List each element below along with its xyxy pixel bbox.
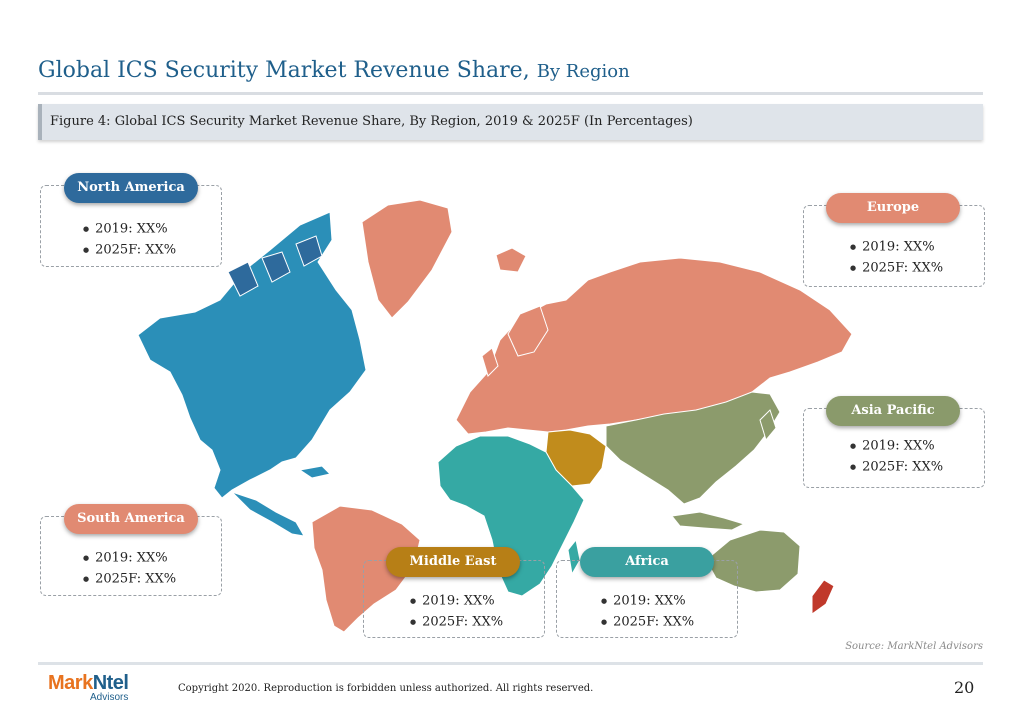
asia-pacific-2019: 2019: XX%: [850, 436, 943, 457]
south-america-2019: 2019: XX%: [83, 548, 176, 569]
footer-divider: [38, 662, 983, 665]
logo-sub: Advisors: [90, 692, 129, 703]
pill-europe: Europe: [826, 193, 960, 223]
south-america-2025: 2025F: XX%: [83, 569, 176, 590]
map-central-america: [231, 491, 305, 537]
card-north-america: 2019: XX% 2025F: XX%: [40, 185, 222, 267]
map-south-america: [311, 505, 421, 633]
map-indonesia: [671, 511, 746, 531]
map-africa: [437, 435, 585, 597]
map-asia-pacific: [605, 391, 781, 505]
pill-south-america: South America: [64, 504, 198, 534]
africa-2025: 2025F: XX%: [601, 612, 694, 633]
north-america-2025: 2025F: XX%: [83, 240, 176, 261]
pill-middle-east: Middle East: [386, 547, 520, 577]
map-caribbean: [298, 465, 331, 479]
middle-east-2019: 2019: XX%: [410, 591, 503, 612]
page-number: 20: [954, 678, 975, 697]
pill-africa: Africa: [580, 547, 714, 577]
asia-pacific-2025: 2025F: XX%: [850, 457, 943, 478]
map-australia: [705, 529, 801, 593]
map-japan: [759, 409, 777, 442]
figure-caption-bar: Figure 4: Global ICS Security Market Rev…: [38, 104, 983, 140]
map-new-zealand: [811, 579, 835, 615]
pill-asia-pacific: Asia Pacific: [826, 396, 960, 426]
europe-2025: 2025F: XX%: [850, 258, 943, 279]
map-uk: [481, 347, 499, 377]
map-north-america: [137, 211, 367, 499]
map-iceland: [495, 247, 527, 273]
europe-2019: 2019: XX%: [850, 237, 943, 258]
marknetl-logo: MarkNtel Advisors: [48, 672, 129, 703]
logo-ntel: Ntel: [92, 672, 129, 694]
pill-north-america: North America: [64, 173, 198, 203]
figure-caption: Figure 4: Global ICS Security Market Rev…: [50, 114, 693, 129]
africa-2019: 2019: XX%: [601, 591, 694, 612]
middle-east-2025: 2025F: XX%: [410, 612, 503, 633]
title-sub: By Region: [536, 61, 630, 82]
map-canada-islands: [227, 235, 323, 297]
map-greenland: [361, 199, 453, 319]
title-main: Global ICS Security Market Revenue Share…: [38, 58, 530, 83]
north-america-2019: 2019: XX%: [83, 219, 176, 240]
copyright-text: Copyright 2020. Reproduction is forbidde…: [178, 683, 594, 694]
logo-mark: Mark: [48, 672, 93, 694]
source-note: Source: MarkNtel Advisors: [845, 641, 983, 652]
map-scandinavia: [507, 305, 549, 357]
page-title: Global ICS Security Market Revenue Share…: [38, 58, 630, 83]
title-divider: [38, 92, 983, 95]
